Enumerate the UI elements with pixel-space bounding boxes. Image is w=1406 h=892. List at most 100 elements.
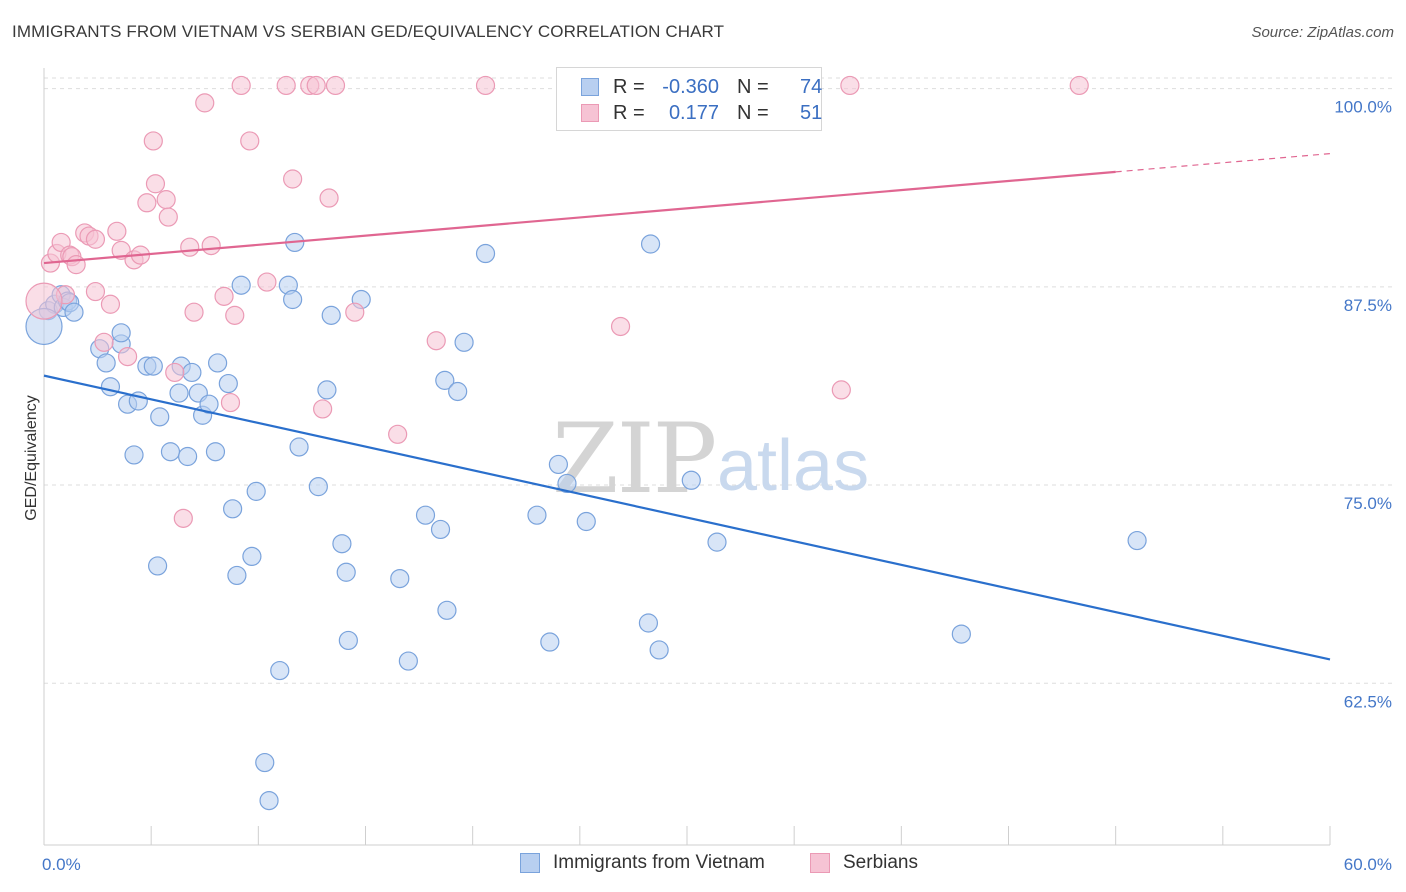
y-axis-label: GED/Equivalency — [23, 395, 40, 520]
data-point-serbian — [426, 331, 446, 351]
data-point-serbian — [201, 236, 221, 256]
chart-title: IMMIGRANTS FROM VIETNAM VS SERBIAN GED/E… — [12, 22, 725, 41]
data-point-serbian — [1069, 75, 1089, 96]
data-point-vietnam — [124, 445, 144, 465]
x-tick-label-max: 60.0% — [1344, 855, 1392, 874]
data-point-serbian — [66, 255, 86, 275]
data-point-vietnam — [951, 624, 971, 644]
legend-n-label: N = — [737, 76, 769, 98]
data-point-vietnam — [681, 470, 701, 490]
tick-labels: 62.5% 75.0% 87.5% 100.0% 0.0% 60.0% — [42, 98, 1392, 874]
data-point-vietnam — [169, 383, 189, 403]
legend-swatch-blue — [581, 78, 599, 96]
data-point-vietnam — [332, 534, 352, 554]
data-point-serbian — [156, 190, 176, 210]
legend-swatch-pink — [581, 104, 599, 122]
x-tick-label-min: 0.0% — [42, 855, 81, 874]
data-point-serbian — [111, 240, 131, 260]
data-point-vietnam — [231, 275, 251, 295]
data-point-vietnam — [246, 481, 266, 501]
y-tick-label: 100.0% — [1334, 98, 1392, 117]
data-point-vietnam — [548, 454, 569, 475]
watermark-atlas: atlas — [717, 426, 869, 506]
bottom-legend-label: Serbians — [843, 852, 918, 873]
legend-r-label: R = — [613, 76, 645, 98]
data-point-vietnam — [638, 613, 659, 633]
data-point-vietnam — [242, 546, 262, 567]
data-point-serbian — [100, 294, 121, 314]
data-point-vietnam — [150, 407, 170, 427]
data-point-vietnam — [540, 632, 560, 652]
data-point-vietnam — [437, 600, 457, 620]
y-tick-label: 62.5% — [1344, 692, 1392, 711]
data-point-serbian — [184, 302, 204, 322]
data-point-serbian — [220, 392, 241, 413]
data-point-vietnam — [111, 323, 131, 343]
data-point-vietnam — [338, 630, 358, 651]
legend-r-value: -0.360 — [662, 76, 719, 98]
data-point-serbian — [610, 316, 631, 337]
bottom-legend-swatch-blue — [520, 853, 540, 873]
data-point-vietnam — [218, 373, 238, 394]
trend-line-vietnam — [43, 374, 1331, 661]
data-point-serbian — [180, 237, 200, 257]
y-tick-label: 75.0% — [1344, 494, 1392, 513]
data-point-serbian — [240, 131, 260, 151]
data-point-vietnam — [308, 477, 328, 497]
data-point-vietnam — [557, 473, 577, 494]
data-point-vietnam — [270, 660, 290, 681]
data-point-vietnam — [255, 752, 275, 773]
data-point-serbian — [165, 362, 185, 383]
legend-r-value: 0.177 — [668, 102, 719, 124]
data-point-vietnam — [227, 565, 247, 586]
data-point-serbian — [840, 75, 860, 96]
data-point-vietnam — [435, 370, 455, 390]
data-point-vietnam — [178, 446, 198, 467]
data-point-serbian — [831, 380, 851, 400]
trend-line-serbian — [43, 170, 1116, 265]
data-point-serbian — [143, 131, 163, 151]
y-tick-label: 87.5% — [1344, 296, 1392, 315]
data-point-vietnam — [576, 511, 596, 532]
data-point-serbian — [306, 75, 326, 96]
data-point-vietnam — [160, 442, 181, 462]
data-point-serbian — [145, 174, 166, 194]
data-point-vietnam — [64, 302, 84, 322]
data-point-vietnam — [454, 332, 474, 352]
trend-line-serbian-extrapolated — [1115, 153, 1331, 173]
legend-r-label: R = — [613, 102, 645, 124]
data-point-serbian — [117, 347, 138, 367]
bottom-legend-label: Immigrants from Vietnam — [553, 852, 765, 873]
data-point-vietnam — [259, 790, 279, 811]
data-point-vietnam — [96, 353, 116, 373]
data-point-vietnam — [390, 568, 410, 589]
gridlines — [44, 77, 1392, 684]
data-point-serbian — [25, 282, 63, 320]
legend-n-value: 51 — [800, 102, 823, 124]
legend-n-value: 74 — [800, 76, 823, 98]
data-point-serbian — [319, 188, 339, 208]
data-point-serbian — [214, 286, 234, 306]
data-point-serbian — [85, 281, 106, 302]
data-point-serbian — [257, 272, 277, 292]
data-point-serbian — [325, 75, 346, 96]
data-point-vietnam — [527, 505, 547, 525]
data-point-vietnam — [223, 499, 243, 519]
correlation-legend: R = -0.360 N = 74 R = 0.177 N = 51 — [556, 67, 822, 131]
data-point-vietnam — [448, 381, 468, 402]
data-points — [25, 72, 1147, 811]
data-point-vietnam — [100, 377, 121, 397]
data-point-serbian — [231, 75, 251, 96]
data-point-vietnam — [707, 532, 727, 552]
data-point-serbian — [158, 207, 178, 227]
data-point-vietnam — [430, 519, 451, 540]
data-point-serbian — [85, 229, 106, 249]
data-point-serbian — [345, 302, 365, 322]
data-point-serbian — [107, 221, 127, 241]
data-point-serbian — [276, 75, 296, 96]
data-point-vietnam — [336, 562, 356, 582]
data-point-vietnam — [1127, 530, 1147, 551]
data-point-vietnam — [649, 640, 669, 660]
data-point-serbian — [225, 305, 245, 325]
